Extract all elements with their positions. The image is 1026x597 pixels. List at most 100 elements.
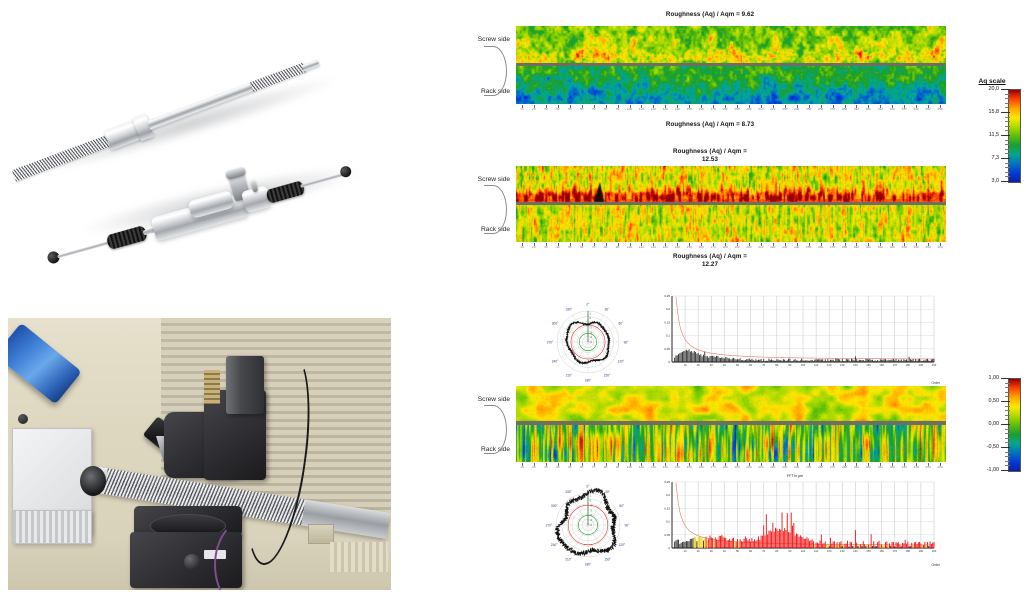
fft-bar (915, 541, 917, 549)
legend-tick (1001, 112, 1010, 113)
fft-bar (818, 359, 820, 363)
axis-tick-label: 10 (520, 245, 524, 249)
fft-bar (878, 361, 880, 362)
axis-tick-label: 210 (758, 245, 764, 249)
fft-x-label: 90 (788, 363, 791, 367)
fft-bar (853, 545, 855, 549)
axis-tick-label: 50 (568, 245, 572, 249)
fft-bar (699, 355, 700, 362)
machine-base-ribs (12, 510, 92, 544)
heatmap-3-side-labels: Screw side Rack side (460, 386, 512, 474)
polar-r-label: 0 (590, 316, 592, 320)
fft-bar (810, 540, 812, 548)
fft-bar (730, 540, 732, 548)
stepper-motor (226, 356, 264, 414)
fft-bar (895, 542, 897, 548)
fft-bar (822, 543, 824, 549)
fft-bar (916, 360, 918, 363)
fft-x-label: 130 (840, 549, 845, 553)
axis-tick (522, 463, 523, 466)
polar-r-label: -1 (590, 503, 593, 507)
fft-bar (737, 539, 738, 549)
heatmap-2-subtitle-line2: 12.27 (702, 261, 718, 269)
fft-bar (704, 351, 706, 362)
fft-bar (881, 544, 883, 548)
legend-value: 1,00 (988, 375, 1000, 381)
legend-tick (1005, 437, 1010, 439)
fft-x-label: 50 (736, 549, 739, 553)
fft-bar (696, 541, 698, 549)
fft-bar (697, 352, 699, 363)
fft-bar (680, 542, 682, 549)
axis-tick-label: 30 (544, 107, 548, 111)
fft-bar (849, 541, 851, 548)
fft-chart-2[interactable]: FFT in µm 0 0,05 0,1 0,15 0,2 0,25 10 20 30 40 50 6… (650, 474, 940, 567)
axis-tick (928, 105, 930, 108)
fft-bar (903, 543, 905, 549)
legend-tick (1005, 382, 1010, 384)
fft-bar (727, 358, 729, 363)
axis-tick (904, 463, 906, 466)
fft-bar (864, 544, 866, 548)
fft-bar (868, 544, 869, 549)
fft-bar (772, 522, 774, 548)
axis-tick (689, 463, 691, 466)
fft-bar (802, 360, 804, 362)
legend-tick (1005, 162, 1010, 164)
fft-bar (924, 360, 926, 363)
axis-tick (641, 105, 643, 108)
polar-theta-label: 0° (586, 303, 590, 307)
fft-y-label: 0,1 (666, 520, 670, 524)
fft-bar (907, 541, 909, 548)
axis-tick-label: 160 (698, 245, 704, 249)
fft-bar (891, 541, 893, 549)
screw-side-label: Screw side (477, 396, 510, 403)
fft-bar (771, 531, 773, 549)
fft-bar (833, 361, 835, 363)
fft-bar (841, 358, 843, 363)
axis-tick (641, 243, 643, 246)
fft-bar (896, 360, 898, 362)
axis-tick (593, 463, 595, 466)
axis-tick (677, 105, 679, 108)
legend-tick (1005, 98, 1010, 100)
fft-bar (737, 359, 738, 363)
axis-tick (725, 463, 726, 466)
axis-tick (581, 105, 583, 108)
axis-tick-label: 20 (532, 465, 536, 469)
axis-tick-label: 260 (818, 107, 824, 111)
axis-tick (928, 463, 930, 466)
fft-bar (836, 542, 838, 549)
fft-bar (718, 357, 720, 362)
fft-bar (687, 541, 689, 549)
axis-tick-label: 150 (686, 465, 692, 469)
fft-bar (784, 359, 786, 363)
fft-bar (725, 357, 727, 362)
polar-plot-1[interactable]: 0° 30° 60° 90° 120° 150° 180° 210° 240° 270° 300° 3… (534, 296, 642, 384)
legend-value: 3,0 (991, 178, 1000, 184)
fft-bar (782, 359, 784, 363)
side-bracket (484, 405, 507, 454)
axis-tick (605, 243, 607, 246)
legend-value: 11,5 (988, 132, 999, 138)
axis-tick-label: 230 (782, 107, 788, 111)
fft-bar (685, 541, 687, 548)
fft-bar (928, 546, 930, 548)
fft-bar (705, 536, 707, 548)
polar-theta-label: 150° (604, 374, 611, 378)
polar-plot-2[interactable]: 0° 30° 60° 90° 120° 150° 180° 210° 240° 270° 300° 3… (534, 478, 642, 568)
fft-bar (785, 530, 787, 549)
axis-tick (748, 243, 750, 246)
axis-tick-label: 240 (794, 107, 800, 111)
fft-bar (857, 360, 859, 363)
fft-chart-1[interactable]: 0 0,05 0,1 0,15 0,2 0,25 10 20 30 40 50 60 70 80 90 100… (650, 292, 940, 385)
fft-x-label: 170 (892, 363, 897, 367)
fft-bar (705, 356, 707, 362)
axis-tick-label: 40 (556, 465, 560, 469)
fft-bar (906, 543, 907, 549)
fft-bar (713, 539, 715, 549)
axis-tick-label: 340 (913, 107, 919, 111)
fft-bar (837, 359, 839, 363)
fft-bar (871, 545, 873, 548)
axis-tick (772, 243, 774, 246)
